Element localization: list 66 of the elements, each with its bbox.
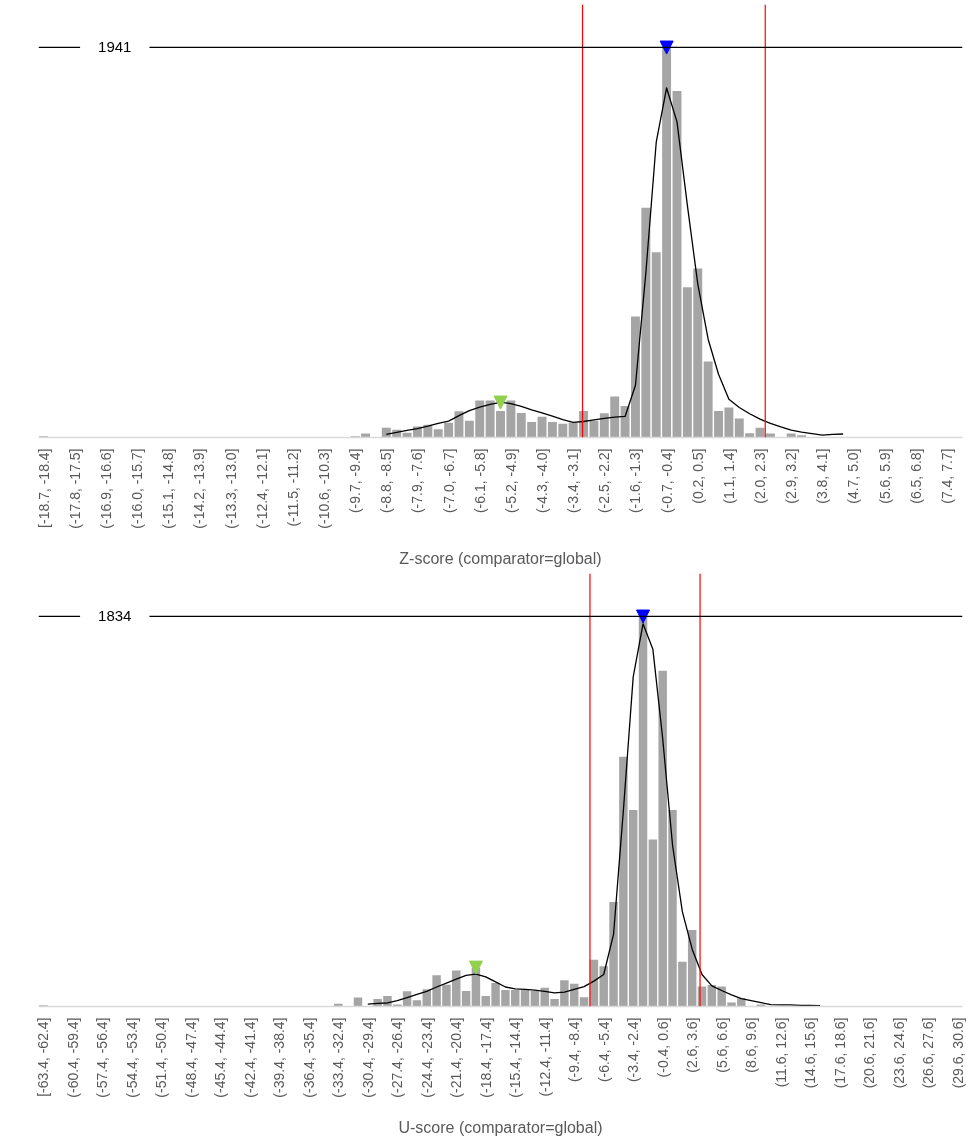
x-tick-label: (-39.4, -38.4] bbox=[271, 1017, 288, 1098]
x-axis-title: Z-score (comparator=global) bbox=[399, 549, 602, 567]
x-tick-label: (-3.4, -3.1] bbox=[565, 448, 582, 514]
x-tick-label: (-8.8, -8.5] bbox=[378, 448, 395, 514]
x-tick-label: (-16.9, -16.6] bbox=[97, 448, 114, 529]
x-tick-label: (-48.4, -47.4] bbox=[182, 1017, 199, 1098]
x-tick-label: (-6.4, -5.4] bbox=[595, 1017, 612, 1083]
x-tick-label: (-5.2, -4.9] bbox=[502, 448, 519, 514]
x-tick-label: (-12.4, -11.4] bbox=[536, 1017, 553, 1097]
x-tick-label: (-51.4, -50.4] bbox=[153, 1017, 170, 1098]
x-tick-label: (-14.2, -13.9] bbox=[191, 448, 208, 529]
x-tick-label: (-9.7, -9.4] bbox=[347, 448, 364, 514]
x-tick-label: (5.6, 6.6] bbox=[713, 1017, 730, 1073]
x-tick-label: (-13.3, -13.0] bbox=[222, 448, 239, 529]
x-tick-label: (-24.4, -23.4] bbox=[418, 1017, 435, 1098]
x-tick-label: (-1.6, -1.3] bbox=[627, 448, 644, 514]
x-tick-label: (-10.6, -10.3] bbox=[316, 448, 333, 529]
x-tick-label: (-45.4, -44.4] bbox=[212, 1017, 229, 1098]
x-tick-label: (-42.4, -41.4] bbox=[241, 1017, 258, 1098]
x-tick-label: (-16.0, -15.7] bbox=[129, 448, 146, 529]
x-tick-label: (-7.0, -6.7] bbox=[440, 448, 457, 514]
x-tick-label: (14.6, 15.6] bbox=[802, 1017, 819, 1089]
x-tick-label: [-63.4, -62.4] bbox=[35, 1017, 52, 1097]
x-tick-label: (-33.4, -32.4] bbox=[330, 1017, 347, 1098]
x-tick-label: (-36.4, -35.4] bbox=[300, 1017, 317, 1098]
x-tick-label: (29.6, 30.6] bbox=[949, 1017, 966, 1089]
x-tick-label: (5.6, 5.9] bbox=[876, 448, 893, 504]
annotation: 1941 bbox=[98, 38, 132, 56]
x-tick-label: (8.6, 9.6] bbox=[743, 1017, 760, 1073]
x-tick-label: (-18.4, -17.4] bbox=[477, 1017, 494, 1098]
x-tick-label: (23.6, 24.6] bbox=[890, 1017, 907, 1089]
x-tick-label: (0.2, 0.5] bbox=[689, 448, 706, 504]
x-tick-label: (-11.5, -11.2] bbox=[284, 448, 301, 527]
x-tick-label: (2.0, 2.3] bbox=[752, 448, 769, 504]
x-tick-label: [-18.7, -18.4] bbox=[35, 448, 52, 528]
x-tick-label: (11.6, 12.6] bbox=[772, 1017, 789, 1088]
x-tick-label: (3.8, 4.1] bbox=[814, 448, 831, 504]
x-tick-label: (6.5, 6.8] bbox=[907, 448, 924, 504]
x-tick-label: (26.6, 27.6] bbox=[920, 1017, 937, 1089]
annotation: 1834 bbox=[98, 607, 132, 625]
x-tick-label: (-2.5, -2.2] bbox=[596, 448, 613, 514]
x-tick-label: (-3.4, -2.4] bbox=[625, 1017, 642, 1083]
x-tick-label: (7.4, 7.7] bbox=[938, 448, 955, 504]
x-tick-label: (-9.4, -8.4] bbox=[566, 1017, 583, 1083]
x-tick-label: (2.6, 3.6] bbox=[684, 1017, 701, 1073]
x-tick-label: (-15.4, -14.4] bbox=[507, 1017, 524, 1098]
x-tick-label: (-60.4, -59.4] bbox=[64, 1017, 81, 1098]
x-axis-title: U-score (comparator=global) bbox=[398, 1118, 603, 1136]
x-tick-label: (-12.4, -12.1] bbox=[253, 448, 270, 529]
x-tick-label: (-54.4, -53.4] bbox=[123, 1017, 140, 1098]
x-tick-label: (-7.9, -7.6] bbox=[409, 448, 426, 514]
x-tick-label: (17.6, 18.6] bbox=[831, 1017, 848, 1089]
x-tick-label: (-30.4, -29.4] bbox=[359, 1017, 376, 1098]
x-tick-label: (-4.3, -4.0] bbox=[534, 448, 551, 514]
x-tick-label: (-0.4, 0.6] bbox=[654, 1017, 671, 1078]
x-tick-label: (-15.1, -14.8] bbox=[160, 448, 177, 529]
x-tick-label: (1.1, 1.4] bbox=[720, 448, 737, 504]
x-tick-label: (-27.4, -26.4] bbox=[389, 1017, 406, 1098]
x-tick-label: (-17.8, -17.5] bbox=[66, 448, 83, 529]
x-tick-label: (4.7, 5.0] bbox=[845, 448, 862, 504]
x-tick-label: (-21.4, -20.4] bbox=[448, 1017, 465, 1098]
x-tick-label: (2.9, 3.2] bbox=[783, 448, 800, 504]
x-tick-label: (20.6, 21.6] bbox=[861, 1017, 878, 1089]
x-tick-label: (-6.1, -5.8] bbox=[471, 448, 488, 514]
x-tick-label: (-57.4, -56.4] bbox=[94, 1017, 111, 1098]
x-tick-label: (-0.7, -0.4] bbox=[658, 448, 675, 514]
